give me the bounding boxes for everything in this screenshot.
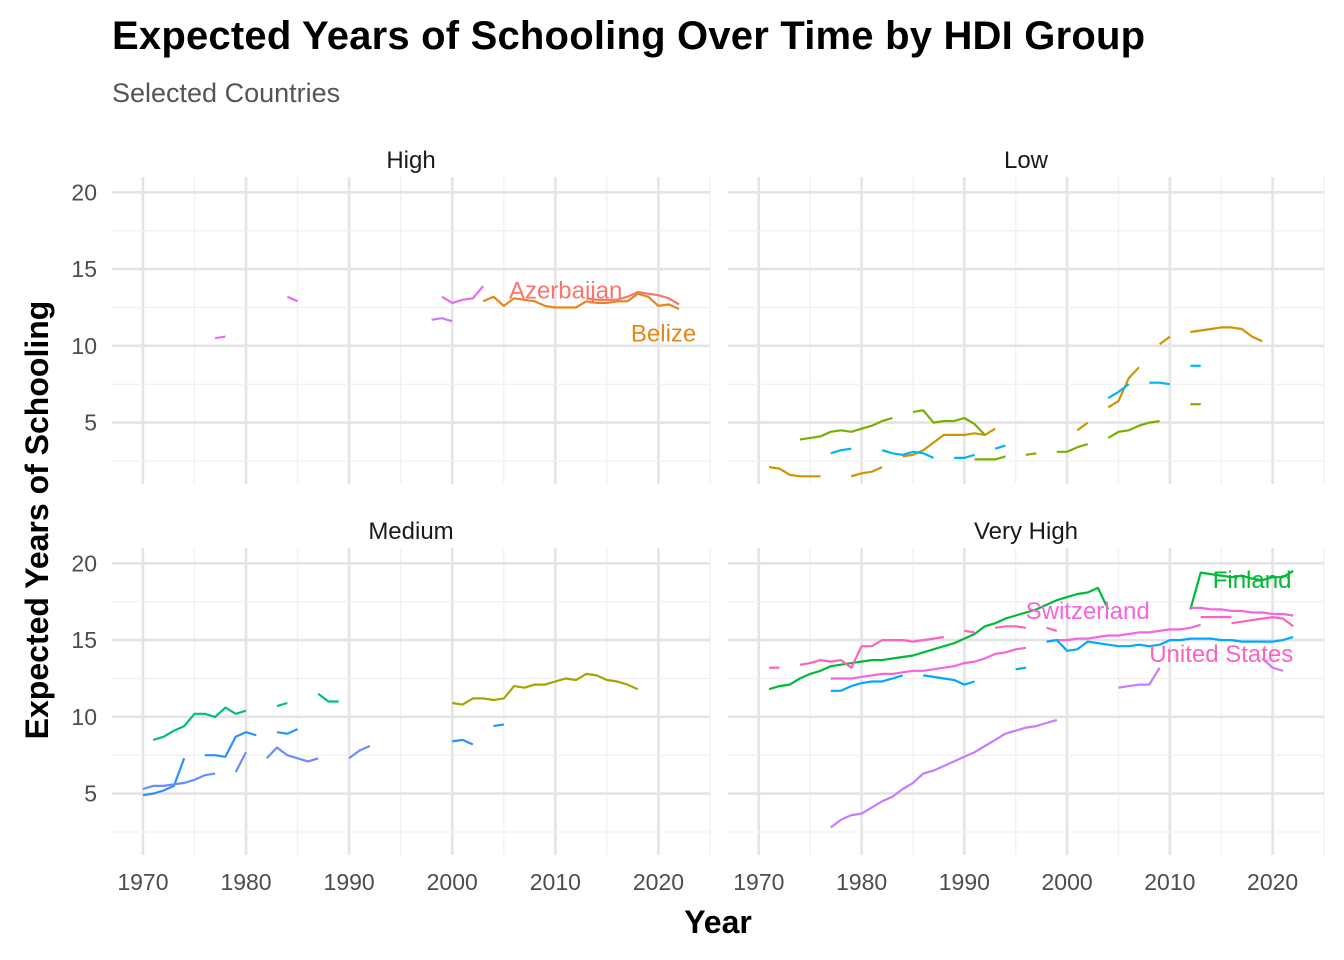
x-tick-label: 1990 xyxy=(324,869,375,895)
series-line xyxy=(923,674,975,686)
series-line xyxy=(1118,667,1161,689)
series-line xyxy=(265,746,319,763)
series-line xyxy=(1046,635,1294,652)
series-line xyxy=(1015,666,1027,671)
x-tick-label: 1990 xyxy=(939,869,990,895)
y-tick-label: 15 xyxy=(71,256,97,282)
series-line xyxy=(1231,615,1294,628)
series-line xyxy=(830,646,1027,680)
series-line xyxy=(994,444,1006,450)
series-line xyxy=(1056,443,1089,453)
x-axis-title: Year xyxy=(684,904,752,940)
series-line xyxy=(276,701,288,708)
country-label: Belize xyxy=(631,321,696,348)
country-label: Switzerland xyxy=(1026,598,1150,625)
country-label: United States xyxy=(1149,641,1293,668)
series-line xyxy=(452,672,639,706)
series-line xyxy=(1107,366,1140,409)
series-line xyxy=(964,629,975,634)
series-line xyxy=(995,625,1027,629)
series-line xyxy=(912,409,986,436)
series-line xyxy=(1025,452,1037,456)
series-line xyxy=(152,706,247,741)
series-line xyxy=(317,692,339,703)
x-tick-label: 2020 xyxy=(633,869,684,895)
series-line xyxy=(1190,326,1263,343)
series-line xyxy=(768,466,821,478)
y-tick-label: 15 xyxy=(71,627,97,653)
series-line xyxy=(1046,623,1202,643)
series-line xyxy=(768,586,1110,691)
series-line xyxy=(286,295,299,303)
series-line xyxy=(799,416,893,441)
x-tick-label: 1980 xyxy=(220,869,271,895)
panel-high: High 5 10 15 20 Azerbaijan Belize xyxy=(71,147,711,484)
x-tick-label: 1980 xyxy=(836,869,887,895)
panel-strip-label: Medium xyxy=(368,518,453,545)
y-tick-label: 10 xyxy=(71,333,97,359)
panel-very-high: Very High 1970 1980 1990 2000 2010 2020 Finland… xyxy=(728,518,1325,895)
series-line xyxy=(431,317,453,323)
series-line xyxy=(850,466,883,478)
x-tick-label: 2020 xyxy=(1247,869,1298,895)
y-tick-label: 20 xyxy=(71,550,97,576)
series-line xyxy=(1046,626,1058,632)
panel-strip-label: High xyxy=(386,147,435,174)
x-tick-label: 2000 xyxy=(427,869,478,895)
series-line xyxy=(881,449,934,459)
panel-strip-label: Low xyxy=(1004,147,1049,174)
series-line xyxy=(234,751,247,773)
series-line xyxy=(276,728,299,735)
series-line xyxy=(441,285,485,304)
y-tick-label: 10 xyxy=(71,704,97,730)
x-tick-label: 2010 xyxy=(1144,869,1195,895)
x-tick-label: 2000 xyxy=(1042,869,1093,895)
x-tick-label: 2010 xyxy=(530,869,581,895)
y-tick-label: 5 xyxy=(84,410,97,436)
chart-subtitle: Selected Countries xyxy=(112,78,341,108)
series-line xyxy=(1190,606,1294,617)
series-line xyxy=(1107,383,1130,399)
series-line xyxy=(830,447,852,455)
series-line xyxy=(142,772,216,791)
series-line xyxy=(1076,421,1089,432)
series-line xyxy=(493,723,504,728)
series-line xyxy=(974,455,1006,461)
series-line xyxy=(1261,657,1284,672)
series-line xyxy=(482,292,680,311)
series-line xyxy=(214,335,226,340)
x-tick-label: 1970 xyxy=(733,869,784,895)
y-tick-label: 20 xyxy=(71,179,97,205)
panel-medium: Medium 5 10 15 20 1970 1980 1990 2000 2010 2020 xyxy=(71,518,711,895)
series-line xyxy=(1189,570,1294,610)
series-line xyxy=(830,718,1058,829)
series-line xyxy=(586,291,680,306)
series-line xyxy=(830,674,904,692)
country-label: Finland xyxy=(1213,567,1292,594)
y-tick-label: 5 xyxy=(84,781,97,807)
panel-low: Low xyxy=(728,147,1325,484)
series-line xyxy=(452,738,474,746)
x-tick-label: 1970 xyxy=(117,869,168,895)
series-line xyxy=(1158,335,1171,346)
series-line xyxy=(348,744,371,760)
y-axis-title: Expected Years of Schooling xyxy=(19,301,55,740)
country-label: Azerbaijan xyxy=(509,278,622,305)
series-line xyxy=(954,453,975,459)
series-line xyxy=(1149,381,1171,386)
series-line xyxy=(1107,420,1160,439)
panel-strip-label: Very High xyxy=(974,518,1078,545)
series-line xyxy=(142,757,186,797)
series-line xyxy=(799,635,944,669)
chart-title: Expected Years of Schooling Over Time by… xyxy=(112,14,1146,58)
series-line xyxy=(204,731,257,758)
